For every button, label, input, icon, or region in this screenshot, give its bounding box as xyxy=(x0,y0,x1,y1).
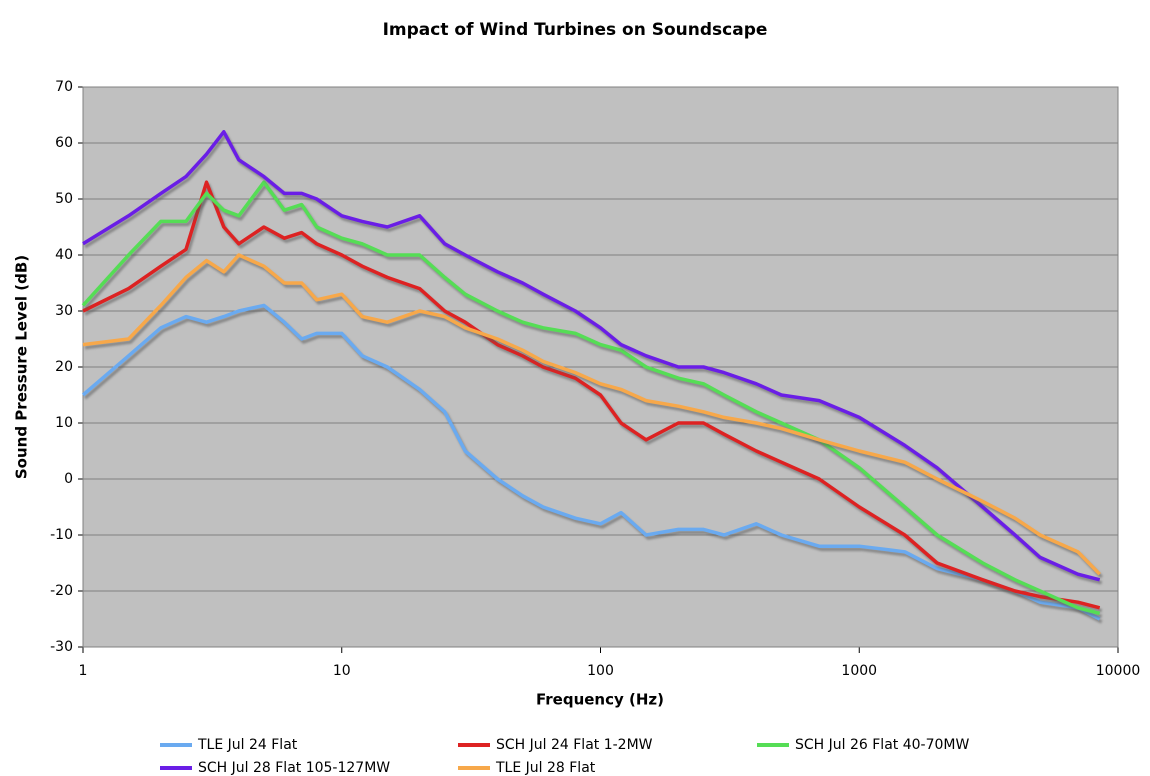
y-tick-label: 10 xyxy=(55,415,73,431)
legend-label: SCH Jul 26 Flat 40-70MW xyxy=(795,737,969,753)
series-line xyxy=(82,180,1101,610)
series-line xyxy=(81,180,1101,616)
x-tick-label: 1000 xyxy=(841,663,877,679)
x-axis-label: Frequency (Hz) xyxy=(536,691,664,709)
y-tick-label: 50 xyxy=(55,191,73,207)
series-line xyxy=(82,253,1101,576)
y-tick-label: 20 xyxy=(55,359,73,375)
y-tick-label: 30 xyxy=(55,303,73,319)
y-tick-label: 70 xyxy=(55,79,73,95)
y-tick-label: 40 xyxy=(55,247,73,263)
legend-label: SCH Jul 28 Flat 105-127MW xyxy=(198,760,390,776)
y-tick-label: -30 xyxy=(50,639,73,655)
x-tick-label: 10000 xyxy=(1096,663,1141,679)
x-tick-label: 100 xyxy=(587,663,614,679)
x-tick-label: 1 xyxy=(79,663,88,679)
y-tick-label: 60 xyxy=(55,135,73,151)
series-line xyxy=(81,303,1101,621)
plot-border xyxy=(82,86,1119,648)
x-tick-label: 10 xyxy=(333,663,351,679)
series-line xyxy=(82,130,1101,582)
chart-title: Impact of Wind Turbines on Soundscape xyxy=(383,20,768,40)
y-axis-label: Sound Pressure Level (dB) xyxy=(13,255,31,479)
y-tick-label: -10 xyxy=(50,527,73,543)
y-tick-label: -20 xyxy=(50,583,73,599)
y-tick-label: 0 xyxy=(64,471,73,487)
legend-label: SCH Jul 24 Flat 1-2MW xyxy=(496,737,653,753)
legend-label: TLE Jul 28 Flat xyxy=(495,760,596,776)
legend-label: TLE Jul 24 Flat xyxy=(197,737,298,753)
